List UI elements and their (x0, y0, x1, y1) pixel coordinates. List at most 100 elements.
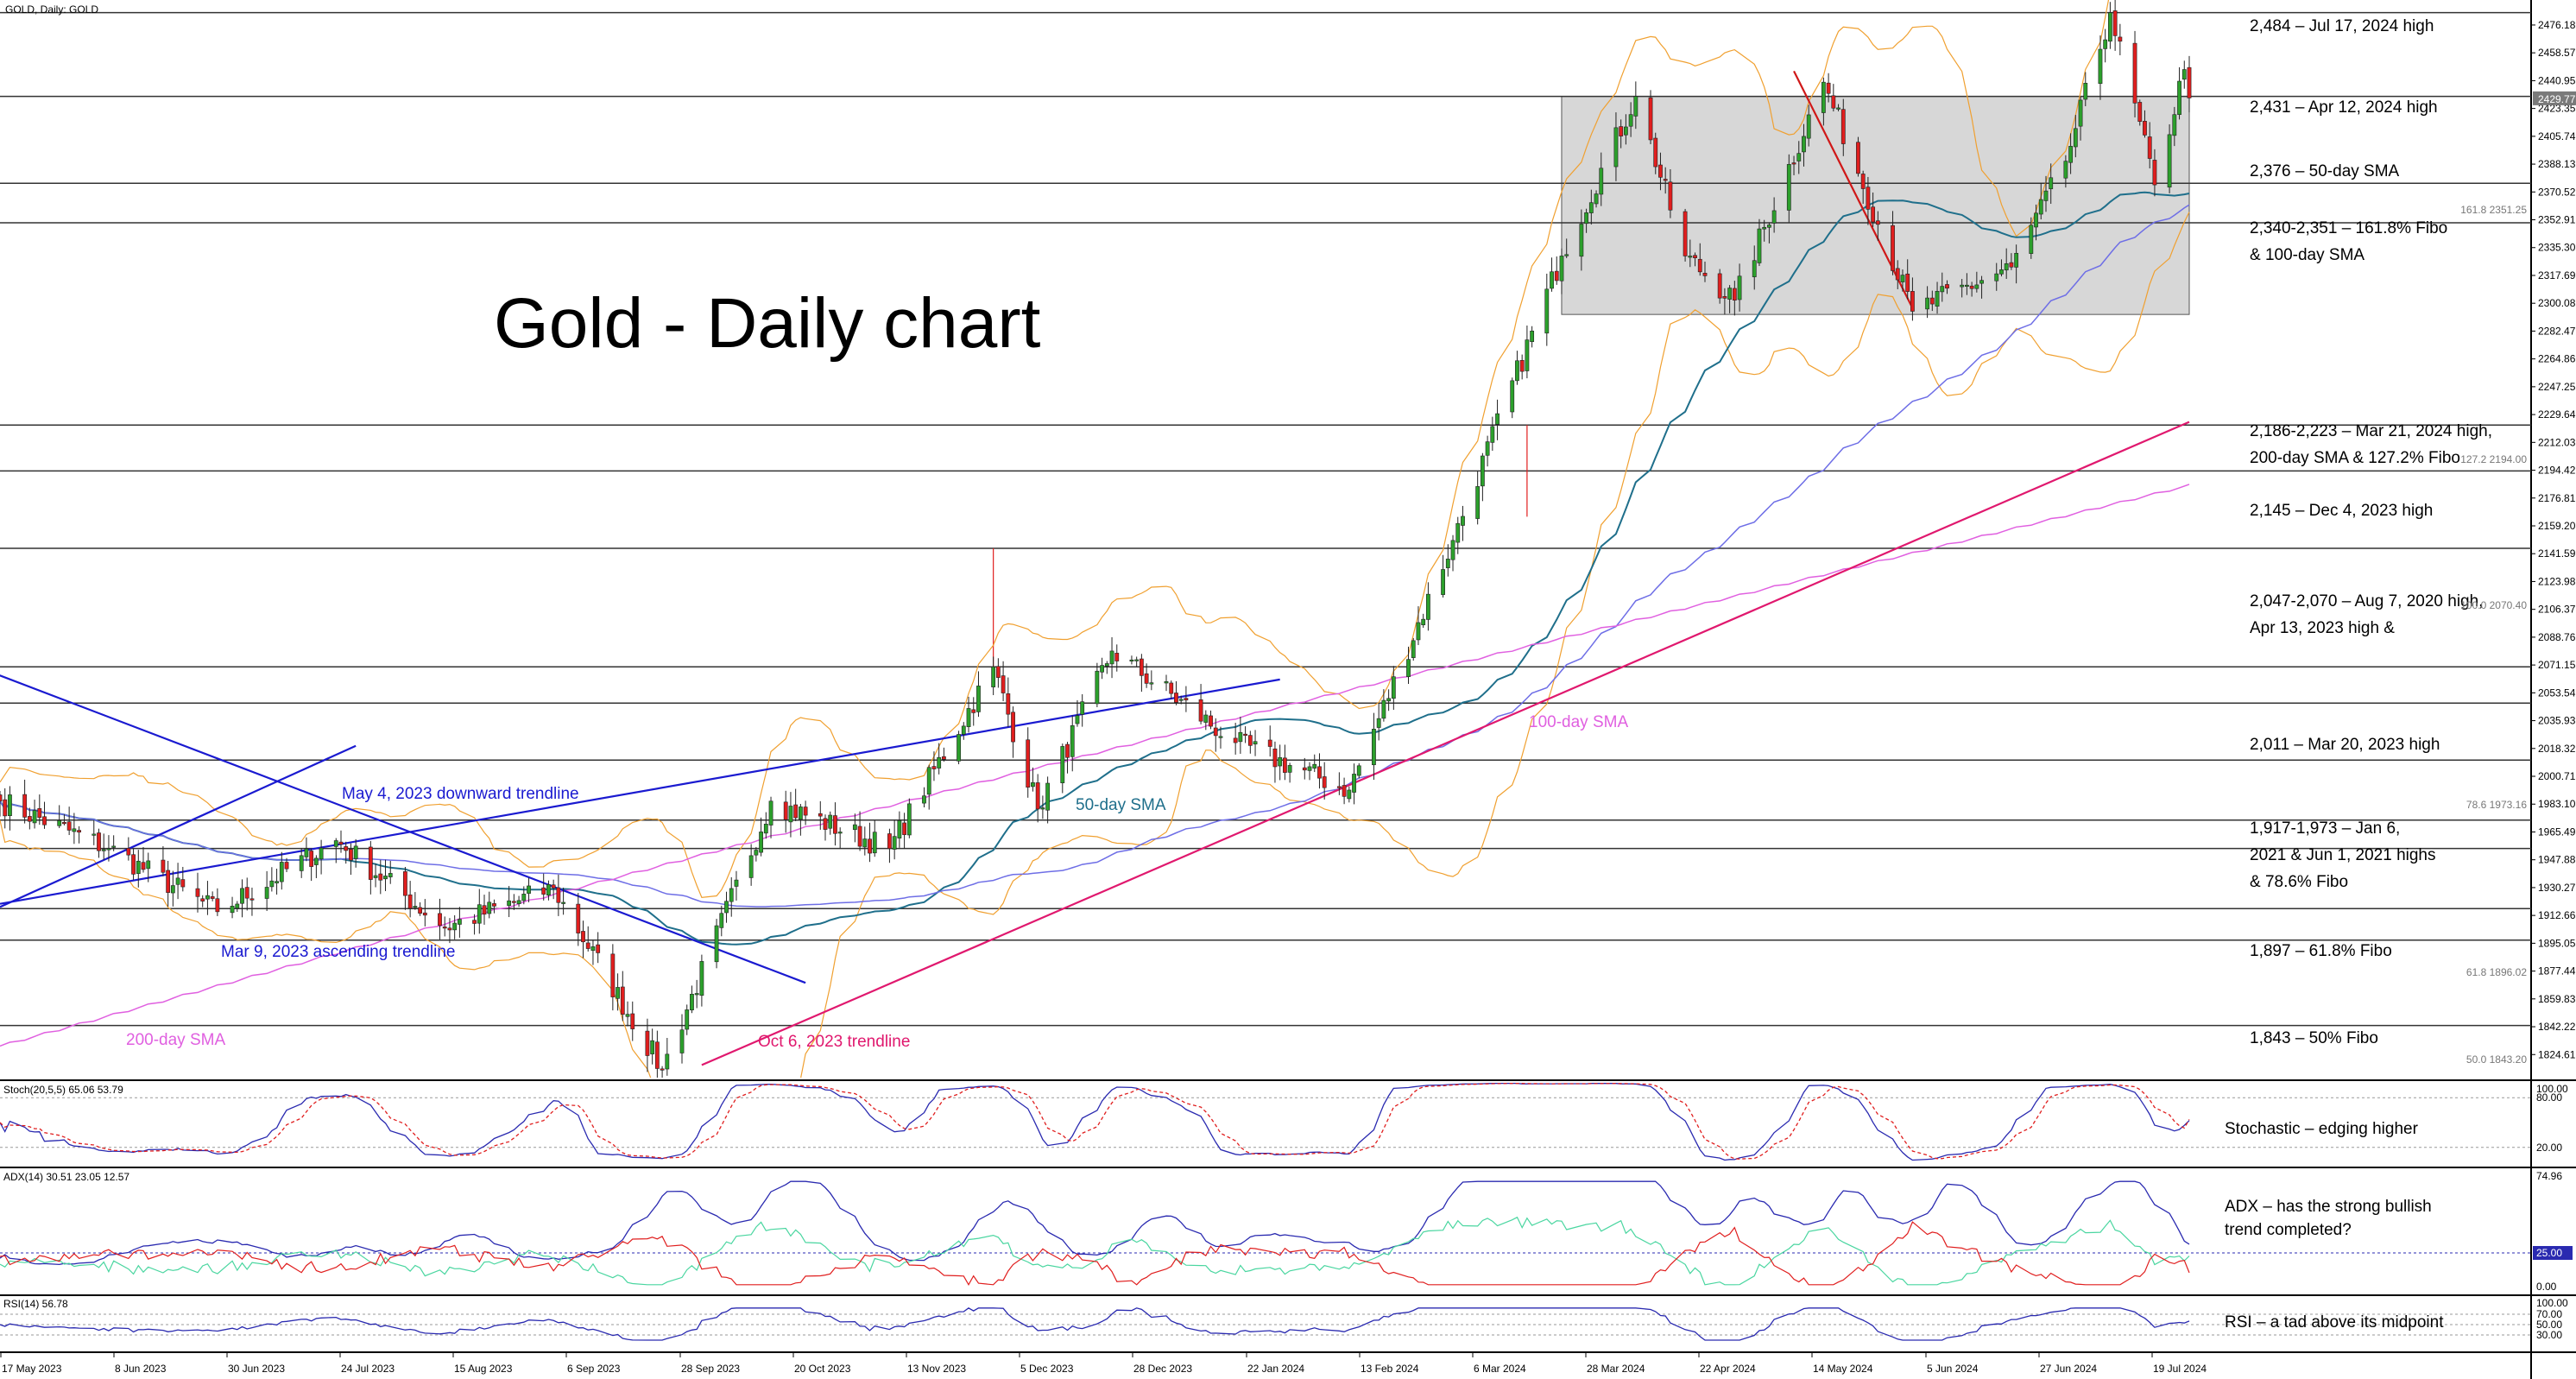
candle-body (141, 862, 146, 870)
trendline (701, 421, 2190, 1066)
candle-body (1100, 665, 1104, 673)
candle-body (2073, 128, 2078, 148)
candle-body (2132, 42, 2137, 104)
candle-body (1233, 737, 1238, 743)
level-annotation: 1,897 – 61.8% Fibo (2250, 942, 2392, 960)
indicator-axis-label: 74.96 (2536, 1170, 2562, 1182)
indicator-axis-label: 50.00 (2536, 1319, 2562, 1331)
indicator-axis-label: 25.00 (2536, 1247, 2562, 1259)
candle-body (215, 898, 220, 913)
candle-body (788, 806, 793, 823)
level-annotation: Apr 13, 2023 high & (2250, 619, 2395, 637)
price-axis-label: 2053.54 (2538, 686, 2576, 699)
price-axis-label: 1930.27 (2538, 882, 2576, 894)
candle-body (235, 903, 240, 909)
candle-body (1786, 164, 1791, 211)
candle-body (729, 888, 734, 902)
candle-body (2112, 10, 2118, 36)
candle-body (872, 832, 877, 854)
candle-body (101, 849, 106, 851)
sma-200-line (0, 484, 2190, 1047)
candle-body (422, 912, 427, 916)
candle-body (793, 804, 799, 819)
instrument-label: GOLD, Daily: GOLD (5, 3, 98, 16)
candle-body (1075, 715, 1080, 724)
candle-body (1623, 126, 1628, 136)
candle-body (2143, 121, 2147, 136)
fibo-tag: 78.6 1973.16 (2466, 799, 2527, 811)
candle-body (650, 1040, 655, 1054)
candle-body (1411, 640, 1416, 658)
candle-body (136, 860, 141, 875)
candle-body (403, 871, 407, 896)
candle-body (1312, 763, 1317, 769)
indicator-name: ADX(14) 30.51 23.05 12.57 (3, 1171, 129, 1183)
candle-body (2014, 252, 2019, 268)
bollinger-lower-line (0, 212, 2190, 1078)
candle-body (1613, 127, 1619, 168)
time-axis-label: 8 Jun 2023 (115, 1363, 167, 1375)
candle-body (1702, 272, 1708, 276)
candle-body (72, 828, 77, 832)
candle-body (32, 810, 37, 824)
time-axis-label: 6 Sep 2023 (567, 1363, 621, 1375)
candle-body (823, 818, 828, 830)
candle-body (1011, 712, 1015, 743)
candle-body (195, 888, 200, 897)
candle-body (2167, 134, 2172, 188)
candle-body (556, 887, 561, 903)
candle-body (1771, 210, 1777, 224)
price-axis-label: 2071.15 (2538, 659, 2576, 671)
candle-body (1080, 701, 1085, 715)
time-axis-label: 22 Jan 2024 (1247, 1363, 1304, 1375)
candle-body (1218, 736, 1223, 738)
candle-body (57, 820, 62, 826)
price-axis-label: 2440.95 (2538, 74, 2576, 86)
candle-body (2068, 146, 2074, 163)
candle-body (333, 840, 338, 847)
candle-body (1663, 179, 1668, 181)
candle-body (1213, 727, 1218, 737)
candle-body (92, 833, 97, 836)
candle-body (1554, 270, 1559, 281)
candle-body (862, 838, 868, 848)
candle-body (264, 887, 269, 899)
candle-body (1203, 714, 1209, 723)
trendline-label: Oct 6, 2023 trendline (758, 1033, 910, 1051)
candle-body (2078, 99, 2083, 127)
price-annotations-layer: 2,484 – Jul 17, 2024 high 2,431 – Apr 12,… (126, 17, 2527, 1066)
candle-body (759, 832, 763, 853)
candle-body (66, 821, 72, 831)
candle-body (1994, 273, 1999, 281)
candle-body (1490, 426, 1495, 443)
trendline (0, 678, 1280, 905)
candle-body (269, 880, 275, 888)
candle-body (966, 708, 971, 727)
candle-body (2147, 136, 2152, 159)
candle-body (1272, 748, 1278, 768)
candle-body (1999, 269, 2004, 275)
price-axis-label: 2335.30 (2538, 242, 2576, 254)
candle-body (1040, 807, 1045, 810)
candle-body (492, 903, 496, 907)
candle-body (922, 795, 926, 804)
candle-body (2172, 114, 2177, 136)
candle-body (1840, 109, 1846, 144)
indicator-axis-label: 100.00 (2536, 1083, 2568, 1095)
stoch-d-line (0, 1083, 2190, 1160)
candle-body (1891, 225, 1895, 271)
price-axis-label: 1877.44 (2538, 965, 2576, 977)
level-annotation: 1,917-1,973 – Jan 6, (2250, 819, 2400, 838)
candle-body (576, 903, 581, 933)
candle-body (551, 884, 556, 889)
candle-body (2152, 160, 2157, 186)
price-axis-label: 1824.61 (2538, 1048, 2576, 1060)
candle-body (546, 884, 551, 895)
candle-body (654, 1041, 660, 1069)
candle-body (1668, 181, 1673, 211)
fibo-tag: 100.0 2070.40 (2460, 599, 2527, 611)
candle-body (1945, 284, 1949, 289)
candle-body (244, 887, 249, 899)
fibo-tag: 161.8 2351.25 (2460, 204, 2527, 216)
candle-body (418, 907, 422, 914)
